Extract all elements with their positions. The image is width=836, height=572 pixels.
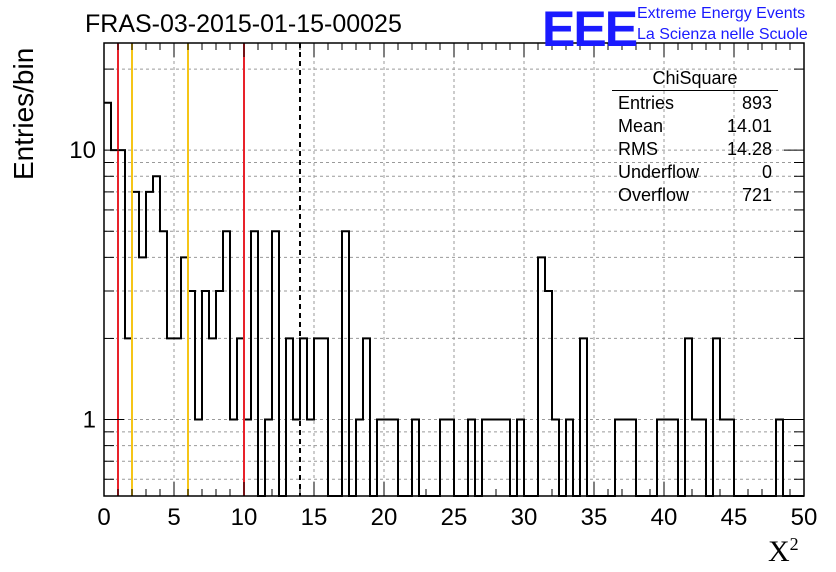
x-tick-label: 45 <box>721 504 748 531</box>
chart-title: FRAS-03-2015-01-15-00025 <box>85 10 402 38</box>
logo-caption: Extreme Energy Events La Scienza nelle S… <box>637 3 808 45</box>
stats-label: Entries <box>618 93 675 113</box>
x-tick-label: 10 <box>231 504 258 531</box>
stats-label: Underflow <box>618 162 700 182</box>
x-axis-label-base: X <box>768 535 790 568</box>
stats-title: ChiSquare <box>612 68 778 91</box>
stats-label: Overflow <box>618 185 690 205</box>
stats-box: ChiSquare Entries 893 Mean 14.01 RMS 14.28 … <box>612 68 778 208</box>
x-tick-label: 0 <box>97 504 110 531</box>
stats-row-overflow: Overflow 721 <box>612 185 778 208</box>
x-axis-label-sup: 2 <box>789 534 799 554</box>
stats-value: 893 <box>741 93 772 113</box>
stats-label: Mean <box>618 116 664 136</box>
x-tick-label: 30 <box>511 504 538 531</box>
stats-row-underflow: Underflow 0 <box>612 162 778 185</box>
stats-label: RMS <box>618 139 658 159</box>
stats-value: 14.28 <box>726 139 772 159</box>
y-tick-label: 1 <box>83 407 96 434</box>
stats-row-entries: Entries 893 <box>612 93 778 116</box>
x-tick-label: 5 <box>167 504 180 531</box>
y-axis-label: Entries/bin <box>8 47 39 180</box>
x-tick-label: 35 <box>581 504 608 531</box>
stats-row-mean: Mean 14.01 <box>612 116 778 139</box>
logo-line-2: La Scienza nelle Scuole <box>637 26 808 43</box>
eee-logo: EEE <box>542 1 638 57</box>
x-tick-label: 15 <box>301 504 328 531</box>
stats-value: 14.01 <box>726 116 772 136</box>
x-tick-label: 40 <box>651 504 678 531</box>
x-tick-label: 50 <box>791 504 818 531</box>
logo-line-1: Extreme Energy Events <box>637 5 806 22</box>
stats-value: 721 <box>741 185 772 205</box>
x-tick-label: 20 <box>371 504 398 531</box>
y-tick-label: 10 <box>69 137 96 164</box>
x-axis-label: X2 <box>768 534 799 569</box>
stats-row-rms: RMS 14.28 <box>612 139 778 162</box>
x-tick-label: 25 <box>441 504 468 531</box>
stats-value: 0 <box>761 162 772 182</box>
